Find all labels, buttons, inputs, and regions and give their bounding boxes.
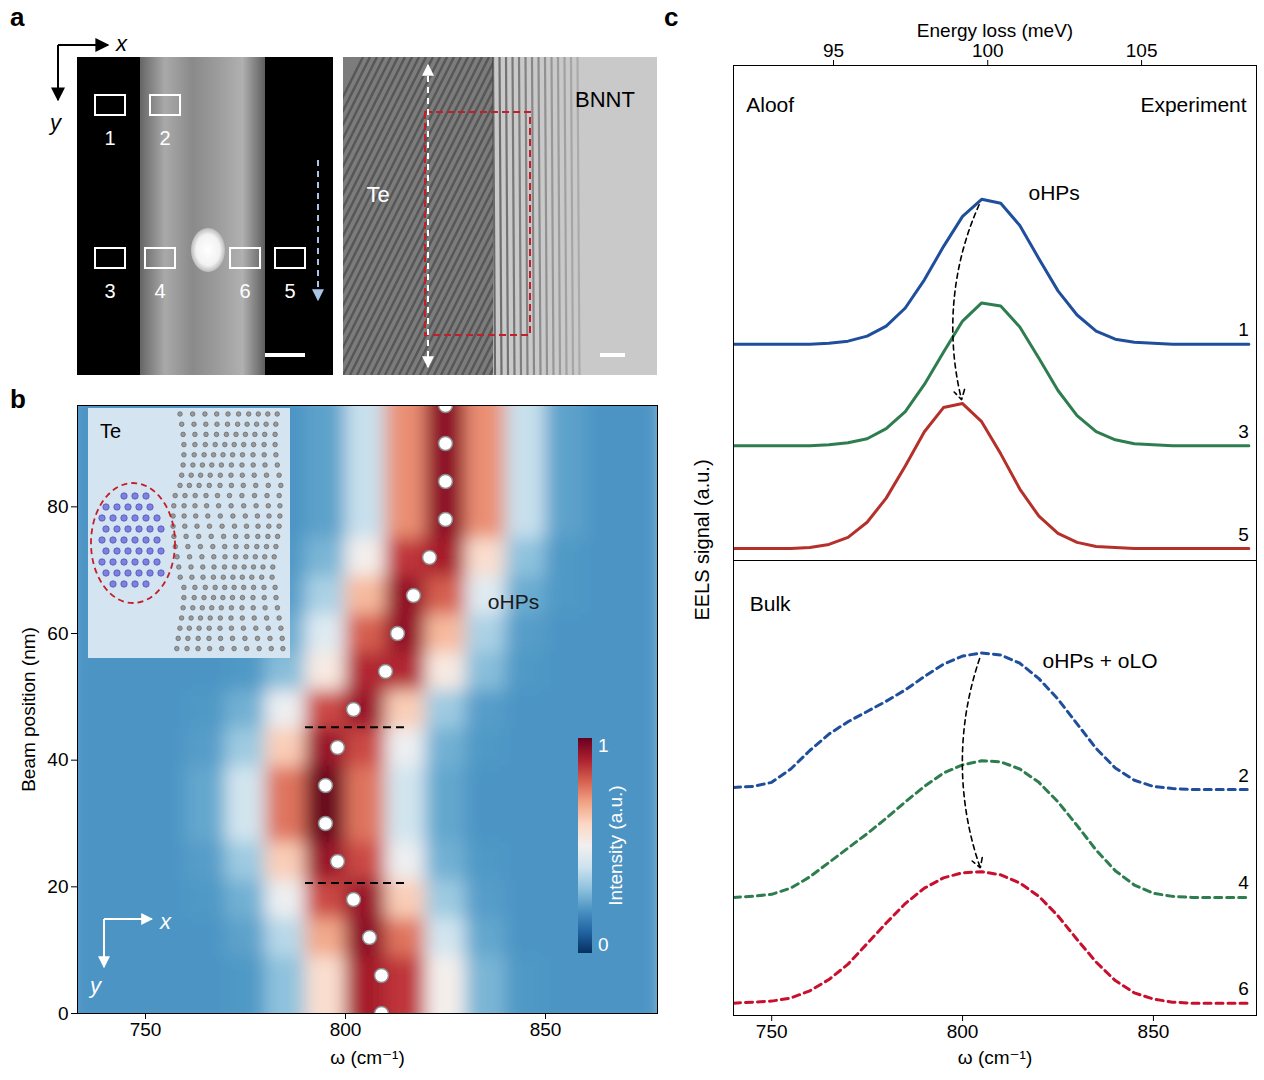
svg-text:5: 5 [284,280,295,302]
svg-text:oHPs: oHPs [488,590,539,613]
html-text:a: a [10,2,25,32]
svg-text:BNNT: BNNT [575,87,635,112]
svg-text:ω (cm⁻¹): ω (cm⁻¹) [958,1047,1032,1068]
svg-text:850: 850 [1138,1021,1170,1042]
svg-text:6: 6 [239,280,250,302]
svg-text:4: 4 [154,280,165,302]
svg-text:Experiment: Experiment [1140,93,1246,116]
svg-text:ω (cm⁻¹): ω (cm⁻¹) [330,1047,404,1068]
svg-text:40: 40 [47,749,68,770]
svg-text:3: 3 [1238,421,1249,442]
html-text:EELS signal (a.u.): EELS signal (a.u.) [691,459,713,621]
svg-text:1: 1 [104,127,115,149]
svg-text:oHPs + oLO: oHPs + oLO [1042,649,1157,672]
svg-text:3: 3 [104,280,115,302]
svg-text:750: 750 [130,1019,162,1040]
svg-text:Bulk: Bulk [750,592,791,615]
svg-text:y: y [88,973,103,998]
svg-text:0: 0 [598,934,609,955]
svg-text:Te: Te [100,420,121,442]
svg-text:850: 850 [530,1019,562,1040]
svg-text:Intensity (a.u.): Intensity (a.u.) [605,785,626,905]
svg-text:x: x [115,31,128,56]
svg-text:5: 5 [1238,524,1249,545]
svg-text:1: 1 [598,735,609,756]
html-text:b: b [10,384,26,414]
svg-text:95: 95 [823,40,844,61]
svg-text:20: 20 [47,876,68,897]
svg-text:2: 2 [1238,765,1249,786]
svg-text:Te: Te [366,182,389,207]
html-text:c: c [664,2,679,32]
svg-text:60: 60 [47,623,68,644]
svg-text:y: y [48,110,63,135]
svg-text:6: 6 [1238,978,1249,999]
svg-text:750: 750 [756,1021,788,1042]
svg-text:2: 2 [159,127,170,149]
svg-text:x: x [159,909,172,934]
svg-text:Energy loss (meV): Energy loss (meV) [917,20,1073,41]
svg-text:105: 105 [1126,40,1158,61]
svg-text:Aloof: Aloof [746,93,794,116]
svg-text:100: 100 [972,40,1004,61]
svg-text:oHPs: oHPs [1028,181,1079,204]
svg-text:800: 800 [947,1021,979,1042]
svg-text:800: 800 [330,1019,362,1040]
svg-text:Beam position (nm): Beam position (nm) [18,627,39,792]
svg-text:4: 4 [1238,872,1249,893]
svg-text:1: 1 [1238,319,1249,340]
svg-text:0: 0 [58,1003,69,1024]
svg-text:80: 80 [47,496,68,517]
